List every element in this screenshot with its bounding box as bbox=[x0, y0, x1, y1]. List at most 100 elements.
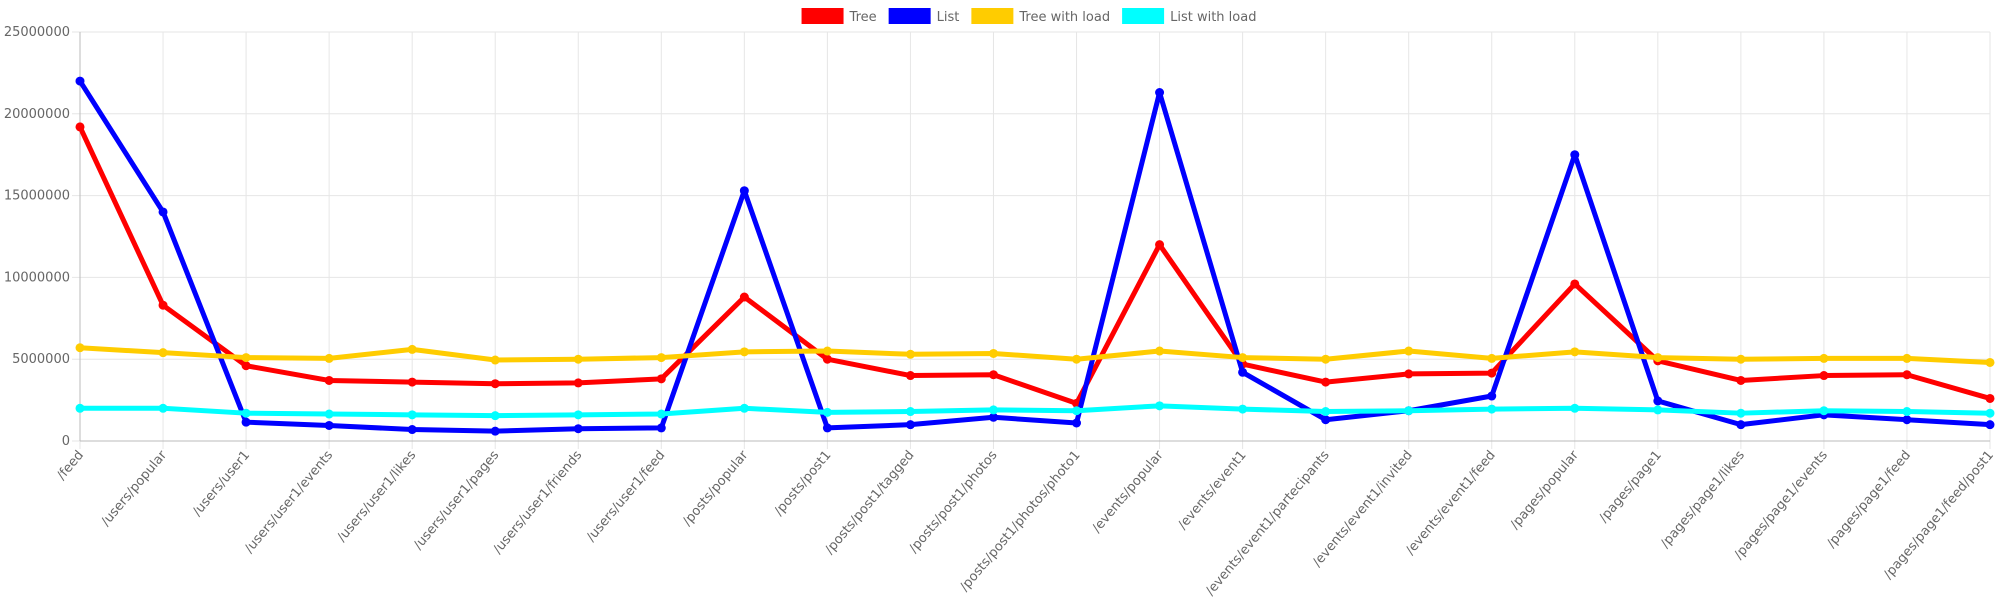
point bbox=[1321, 354, 1331, 364]
legend-label: Tree with load bbox=[1018, 10, 1110, 25]
point bbox=[158, 300, 168, 310]
point bbox=[822, 346, 832, 356]
x-tick-label: /pages/popular bbox=[1508, 447, 1583, 532]
point bbox=[573, 354, 583, 364]
y-tick-label: 25000000 bbox=[4, 25, 70, 40]
point bbox=[1985, 408, 1995, 418]
point bbox=[158, 348, 168, 358]
point bbox=[988, 405, 998, 415]
x-tick-label: /events/event1/feed bbox=[1403, 448, 1499, 558]
point bbox=[1653, 396, 1663, 406]
point bbox=[656, 423, 666, 433]
x-tick-label: /feed bbox=[54, 448, 87, 483]
point bbox=[1570, 347, 1580, 357]
x-tick-label: /posts/post1/photos bbox=[906, 448, 1000, 556]
point bbox=[1653, 405, 1663, 415]
series-line bbox=[79, 345, 1991, 365]
point bbox=[739, 347, 749, 357]
point bbox=[407, 425, 417, 435]
y-tick-label: 10000000 bbox=[4, 270, 70, 285]
y-tick-label: 0 bbox=[62, 434, 70, 449]
point bbox=[407, 410, 417, 420]
point bbox=[1902, 407, 1912, 417]
point bbox=[1487, 368, 1497, 378]
point bbox=[1570, 279, 1580, 289]
point bbox=[490, 411, 500, 421]
point bbox=[1736, 354, 1746, 364]
x-tick-label: /users/user1/pages bbox=[411, 448, 502, 553]
point bbox=[1736, 408, 1746, 418]
point bbox=[988, 348, 998, 358]
point bbox=[822, 423, 832, 433]
point bbox=[490, 355, 500, 365]
point bbox=[324, 353, 334, 363]
point bbox=[490, 379, 500, 389]
y-tick-label: 20000000 bbox=[4, 107, 70, 122]
legend-item: List with load bbox=[1122, 8, 1256, 25]
point bbox=[822, 354, 832, 364]
x-tick-label: /pages/page1/feed bbox=[1824, 448, 1914, 551]
point bbox=[1819, 371, 1829, 381]
x-tick-label: /posts/popular bbox=[680, 447, 752, 529]
point bbox=[1404, 406, 1414, 416]
point bbox=[1902, 353, 1912, 363]
point bbox=[905, 407, 915, 417]
point bbox=[241, 417, 251, 427]
x-tick-label: /users/popular bbox=[99, 447, 171, 529]
point bbox=[1155, 240, 1165, 250]
x-tick-label: /posts/post1 bbox=[772, 448, 835, 519]
point bbox=[1487, 404, 1497, 414]
point bbox=[1155, 88, 1165, 98]
point bbox=[75, 403, 85, 413]
point bbox=[1985, 393, 1995, 403]
point bbox=[905, 420, 915, 430]
point bbox=[822, 407, 832, 417]
point bbox=[158, 403, 168, 413]
series-line bbox=[80, 403, 1991, 419]
x-tick-label: /users/user1/events bbox=[242, 448, 336, 556]
x-tick-label: /pages/page1/events bbox=[1731, 448, 1831, 563]
point bbox=[1902, 415, 1912, 425]
x-tick-label: /users/user1/feed bbox=[584, 448, 669, 545]
series-line bbox=[77, 125, 1991, 406]
point bbox=[1321, 415, 1331, 425]
point bbox=[1819, 353, 1829, 363]
point bbox=[1238, 404, 1248, 414]
legend-item: Tree bbox=[801, 8, 877, 25]
point bbox=[75, 76, 85, 86]
x-tick-label: /pages/page1/likes bbox=[1658, 448, 1748, 551]
point bbox=[573, 424, 583, 434]
point bbox=[1570, 150, 1580, 160]
point bbox=[75, 343, 85, 353]
point bbox=[324, 420, 334, 430]
x-tick-label: /users/user1 bbox=[190, 448, 253, 519]
point bbox=[1487, 391, 1497, 401]
legend-label: Tree bbox=[849, 10, 877, 25]
point bbox=[1404, 346, 1414, 356]
x-tick-label: /events/event1/invited bbox=[1310, 448, 1416, 570]
point bbox=[1902, 370, 1912, 380]
point bbox=[1736, 375, 1746, 385]
x-tick-label: /posts/post1/tagged bbox=[822, 448, 917, 557]
legend: Tree List Tree with load List with load bbox=[801, 8, 1256, 25]
x-tick-label: /users/user1/friends bbox=[490, 448, 585, 557]
point bbox=[1321, 407, 1331, 417]
legend-item: List bbox=[888, 8, 960, 25]
legend-swatch bbox=[971, 8, 1014, 24]
point bbox=[739, 186, 749, 196]
x-tick-label: /users/user1/likes bbox=[334, 448, 419, 545]
series-line bbox=[77, 79, 1991, 434]
legend-item: Tree with load bbox=[971, 8, 1110, 25]
point bbox=[988, 412, 998, 422]
point bbox=[490, 426, 500, 436]
x-tick-label: /events/popular bbox=[1089, 447, 1167, 535]
point bbox=[75, 122, 85, 132]
point bbox=[1072, 354, 1082, 364]
point bbox=[1653, 353, 1663, 363]
point bbox=[158, 207, 168, 217]
point bbox=[1072, 418, 1082, 428]
legend-swatch bbox=[801, 8, 844, 24]
y-tick-label: 15000000 bbox=[4, 189, 70, 204]
legend-label: List bbox=[937, 10, 960, 25]
point bbox=[324, 375, 334, 385]
